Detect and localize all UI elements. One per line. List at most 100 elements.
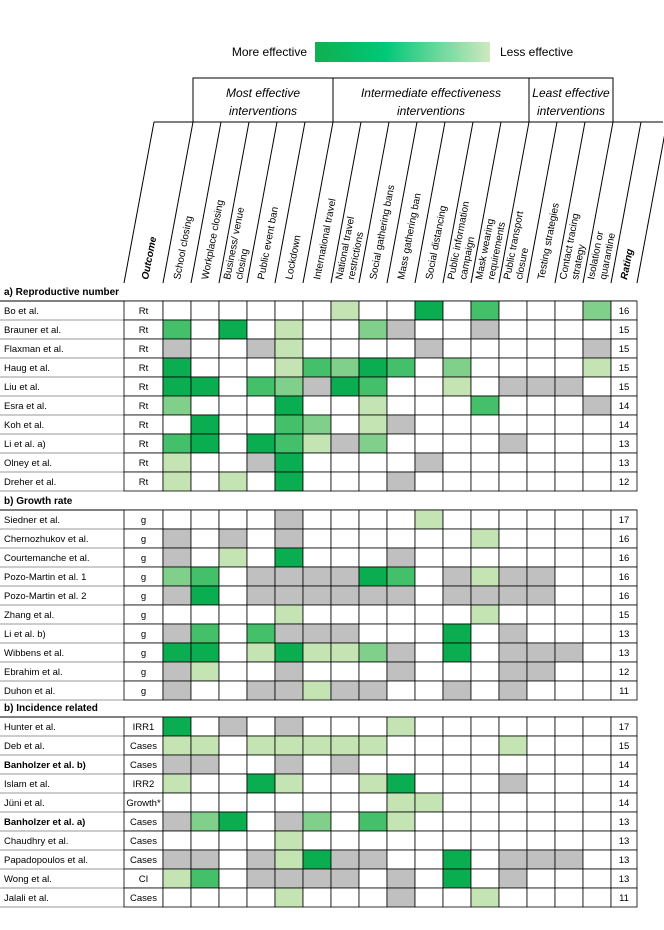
- heatmap-cell: [386, 887, 416, 908]
- heatmap-cell: [358, 376, 388, 397]
- outcome-label: Rt: [139, 439, 149, 450]
- heatmap-cell: [386, 509, 416, 530]
- heatmap-cell: [386, 604, 416, 625]
- heatmap-cell: [582, 585, 612, 606]
- heatmap-cell: [442, 754, 472, 775]
- heatmap-cell: [582, 661, 612, 682]
- heatmap-cell: [330, 452, 360, 473]
- heatmap-cell: [442, 680, 472, 701]
- heatmap-cell: [302, 754, 332, 775]
- heatmap-cell: [358, 604, 388, 625]
- heatmap-cell: [386, 792, 416, 813]
- outcome-label: g: [141, 610, 146, 621]
- heatmap-cell: [526, 735, 556, 756]
- heatmap-cell: [554, 661, 584, 682]
- heatmap-cell: [218, 754, 248, 775]
- heatmap-cell: [190, 433, 220, 454]
- heatmap-cell: [386, 433, 416, 454]
- group-header-label: Most effective: [226, 86, 300, 100]
- heatmap-cell: [386, 471, 416, 492]
- heatmap-cell: [218, 528, 248, 549]
- heatmap-cell: [330, 414, 360, 435]
- heatmap-cell: [190, 849, 220, 870]
- heatmap-cell: [414, 414, 444, 435]
- heatmap-cell: [302, 300, 332, 321]
- heatmap-cell: [526, 585, 556, 606]
- outcome-label: Rt: [139, 363, 149, 374]
- outcome-header: Outcome: [140, 235, 159, 280]
- heatmap-cell: [470, 680, 500, 701]
- heatmap-cell: [190, 585, 220, 606]
- heatmap-cell: [246, 509, 276, 530]
- heatmap-cell: [218, 661, 248, 682]
- rating-label: 15: [619, 363, 630, 374]
- outcome-label: Cases: [130, 836, 157, 847]
- heatmap-cell: [218, 566, 248, 587]
- heatmap-cell: [554, 887, 584, 908]
- heatmap-cell: [330, 811, 360, 832]
- heatmap-cell: [302, 642, 332, 663]
- heatmap-cell: [246, 792, 276, 813]
- heatmap-cell: [302, 357, 332, 378]
- heatmap-cell: [302, 376, 332, 397]
- heatmap-cell: [386, 773, 416, 794]
- header-divider: [526, 121, 558, 284]
- heatmap-cell: [498, 773, 528, 794]
- heatmap-cell: [470, 509, 500, 530]
- heatmap-cell: [414, 471, 444, 492]
- outcome-label: Rt: [139, 401, 149, 412]
- heatmap-cell: [246, 338, 276, 359]
- heatmap-cell: [442, 642, 472, 663]
- heatmap-cell: [554, 849, 584, 870]
- legend-more-label: More effective: [232, 45, 307, 59]
- heatmap-cell: [386, 680, 416, 701]
- heatmap-cell: [190, 547, 220, 568]
- heatmap-cell: [274, 716, 304, 737]
- outcome-label: Growth*: [126, 798, 161, 809]
- heatmap-cell: [190, 754, 220, 775]
- heatmap-cell: [358, 528, 388, 549]
- heatmap-cell: [302, 661, 332, 682]
- heatmap-cell: [498, 471, 528, 492]
- heatmap-cell: [470, 566, 500, 587]
- heatmap-cell: [302, 680, 332, 701]
- heatmap-cell: [302, 773, 332, 794]
- heatmap-cell: [274, 887, 304, 908]
- outcome-label: g: [141, 686, 146, 697]
- heatmap-cell: [302, 716, 332, 737]
- rating-cell: [610, 680, 638, 701]
- heatmap-cell: [246, 376, 276, 397]
- heatmap-cell: [218, 623, 248, 644]
- study-label: Hunter et al.: [4, 722, 56, 733]
- heatmap-cell: [442, 376, 472, 397]
- heatmap-cell: [526, 754, 556, 775]
- heatmap-cell: [218, 414, 248, 435]
- heatmap-cell: [470, 716, 500, 737]
- group-header-label: interventions: [397, 104, 465, 118]
- study-label: Wong et al.: [4, 874, 52, 885]
- heatmap-cell: [302, 338, 332, 359]
- heatmap-cell: [470, 868, 500, 889]
- heatmap-cell: [498, 792, 528, 813]
- heatmap-cell: [302, 509, 332, 530]
- heatmap-cell: [358, 414, 388, 435]
- heatmap-cell: [274, 547, 304, 568]
- heatmap-cell: [162, 452, 192, 473]
- heatmap-cell: [526, 338, 556, 359]
- rating-label: 14: [619, 760, 630, 771]
- heatmap-cell: [274, 357, 304, 378]
- heatmap-cell: [162, 528, 192, 549]
- heatmap-cell: [274, 868, 304, 889]
- rating-label: 15: [619, 741, 630, 752]
- heatmap-cell: [498, 452, 528, 473]
- header-divider: [636, 135, 664, 284]
- heatmap-cell: [274, 338, 304, 359]
- heatmap-cell: [218, 792, 248, 813]
- heatmap-cell: [358, 338, 388, 359]
- heatmap-cell: [386, 642, 416, 663]
- heatmap-cell: [554, 547, 584, 568]
- heatmap-cell: [414, 887, 444, 908]
- heatmap-cell: [330, 754, 360, 775]
- rating-label: 17: [619, 515, 630, 526]
